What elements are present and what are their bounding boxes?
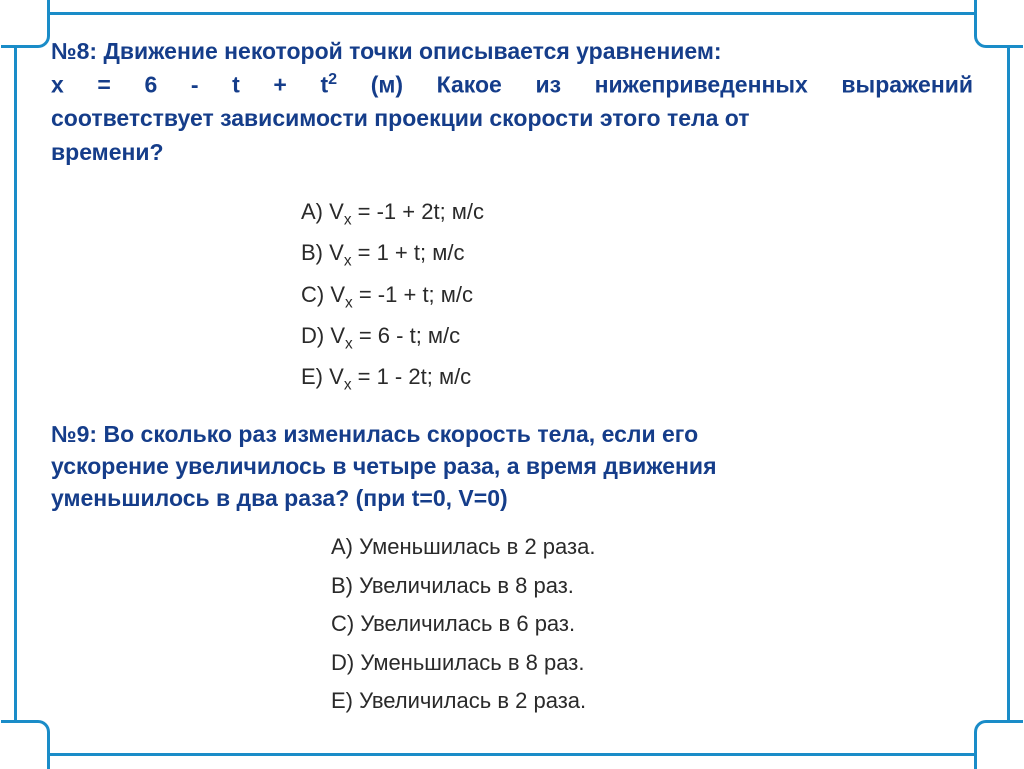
q8-answer-e: E) Vx = 1 - 2t; м/с (301, 358, 973, 399)
q8-b-letter: B) (301, 240, 323, 265)
q8-d-sub: x (345, 335, 353, 352)
q8-e-rhs: = 1 - 2t; м/с (352, 364, 472, 389)
q9-text-line1: Во сколько раз изменилась скорость тела,… (103, 421, 698, 447)
q8-e-sub: x (344, 377, 352, 394)
q8-line1: №8: Движение некоторой точки описывается… (51, 35, 973, 68)
q8-answer-d: D) Vx = 6 - t; м/с (301, 317, 973, 358)
question-9: №9: Во сколько раз изменилась скорость т… (51, 418, 973, 515)
q8-answer-a: A) Vx = -1 + 2t; м/с (301, 193, 973, 234)
q8-number: №8: (51, 38, 97, 64)
q9-answer-a: A) Уменьшилась в 2 раза. (331, 528, 973, 567)
q9-line1-wrap: №9: Во сколько раз изменилась скорость т… (51, 418, 973, 450)
question-8: №8: Движение некоторой точки описывается… (51, 35, 973, 169)
q8-eq-suffix: (м) Какое из нижеприведенных выражений (337, 72, 973, 98)
q8-c-letter: C) (301, 282, 324, 307)
slide-frame: №8: Движение некоторой точки описывается… (14, 12, 1010, 756)
q9-b-letter: B) (331, 573, 353, 598)
q8-d-lhs: V (330, 323, 345, 348)
q9-line2: ускорение увеличилось в четыре раза, а в… (51, 450, 973, 482)
q8-eq-exp: 2 (328, 70, 337, 88)
q8-a-rhs: = -1 + 2t; м/с (352, 199, 485, 224)
corner-decor-bl (14, 720, 50, 756)
q8-b-lhs: V (329, 240, 344, 265)
q8-answer-b: B) Vx = 1 + t; м/с (301, 234, 973, 275)
q9-b-text: Увеличилась в 8 раз. (353, 573, 574, 598)
q9-answers: A) Уменьшилась в 2 раза. B) Увеличилась … (331, 528, 973, 721)
corner-decor-tl (14, 12, 50, 48)
q8-line3: соответствует зависимости проекции скоро… (51, 102, 973, 135)
corner-decor-tr (974, 12, 1010, 48)
q8-line4: времени? (51, 136, 973, 169)
q8-c-rhs: = -1 + t; м/с (353, 282, 473, 307)
q8-text-line1: Движение некоторой точки описывается ура… (103, 38, 721, 64)
q8-b-rhs: = 1 + t; м/с (352, 240, 465, 265)
q8-b-sub: x (344, 253, 352, 270)
q8-a-letter: A) (301, 199, 323, 224)
q9-c-text: Увеличилась в 6 раз. (354, 611, 575, 636)
q9-d-text: Уменьшилась в 8 раз. (354, 650, 584, 675)
q8-a-lhs: V (329, 199, 344, 224)
q8-line2: x = 6 - t + t2 (м) Какое из нижеприведен… (51, 68, 973, 102)
q9-answer-d: D) Уменьшилась в 8 раз. (331, 644, 973, 683)
q8-eq-prefix: x = 6 - t + t (51, 72, 328, 98)
q9-a-text: Уменьшилась в 2 раза. (353, 534, 595, 559)
corner-decor-br (974, 720, 1010, 756)
q9-e-text: Увеличилась в 2 раза. (353, 688, 586, 713)
q9-answer-c: C) Увеличилась в 6 раз. (331, 605, 973, 644)
q9-answer-e: E) Увеличилась в 2 раза. (331, 682, 973, 721)
q8-answer-c: C) Vx = -1 + t; м/с (301, 276, 973, 317)
q9-number: №9: (51, 421, 97, 447)
q9-line3: уменьшилось в два раза? (при t=0, V=0) (51, 482, 973, 514)
q9-answer-b: B) Увеличилась в 8 раз. (331, 567, 973, 606)
slide-content: №8: Движение некоторой точки описывается… (51, 35, 973, 733)
q8-c-sub: x (345, 294, 353, 311)
q9-d-letter: D) (331, 650, 354, 675)
q8-a-sub: x (344, 211, 352, 228)
q8-e-lhs: V (329, 364, 344, 389)
q8-c-lhs: V (330, 282, 345, 307)
q9-e-letter: E) (331, 688, 353, 713)
q9-c-letter: C) (331, 611, 354, 636)
q8-e-letter: E) (301, 364, 323, 389)
q8-answers: A) Vx = -1 + 2t; м/с B) Vx = 1 + t; м/с … (301, 193, 973, 400)
q8-d-rhs: = 6 - t; м/с (353, 323, 460, 348)
q8-d-letter: D) (301, 323, 324, 348)
q9-a-letter: A) (331, 534, 353, 559)
